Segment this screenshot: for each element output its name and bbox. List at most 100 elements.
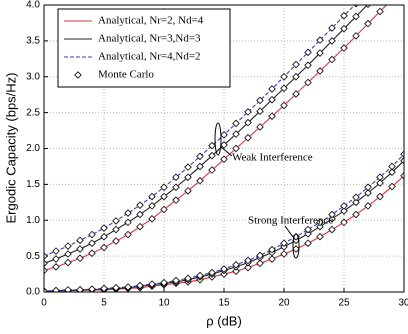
y-tick-label: 0.0 xyxy=(26,287,40,298)
marker xyxy=(352,193,360,202)
marker xyxy=(244,256,252,265)
marker xyxy=(352,12,360,21)
marker xyxy=(52,286,60,292)
y-tick-label: 4.0 xyxy=(26,0,40,11)
marker xyxy=(292,60,300,69)
annotation: Strong Interference xyxy=(248,215,333,227)
legend-label: Monte Carlo xyxy=(98,69,154,81)
x-tick-label: 30 xyxy=(398,298,408,309)
marker xyxy=(304,78,312,87)
marker xyxy=(328,37,336,45)
legend xyxy=(57,8,231,88)
plot-area xyxy=(44,5,404,292)
marker xyxy=(400,150,404,159)
marker xyxy=(316,67,324,75)
legend-items: Analytical, Nr=2, Nd=4 Analytical, Nr=3,N… xyxy=(64,15,204,81)
marker xyxy=(388,182,396,191)
marker xyxy=(100,224,108,232)
marker xyxy=(352,198,360,207)
legend-label: Analytical, Nr=4,Nd=2 xyxy=(98,51,201,63)
marker xyxy=(208,141,216,150)
y-tick-label: 0.5 xyxy=(26,251,40,262)
marker xyxy=(256,107,264,115)
marker xyxy=(148,192,156,201)
marker xyxy=(400,171,404,180)
marker xyxy=(232,267,240,275)
marker xyxy=(364,202,372,210)
marker xyxy=(280,239,288,247)
marker xyxy=(44,266,48,275)
annotation-pointer xyxy=(284,225,294,238)
marker xyxy=(88,249,96,258)
marker xyxy=(328,225,336,234)
y-tick-label: 1.5 xyxy=(26,179,40,190)
x-axis-label: ρ (dB) xyxy=(206,313,242,328)
marker xyxy=(232,119,240,128)
y-tick-label: 2.0 xyxy=(26,143,40,154)
marker xyxy=(52,263,60,271)
x-tick-label: 15 xyxy=(218,298,230,309)
marker xyxy=(268,245,276,254)
marker xyxy=(316,49,324,57)
marker xyxy=(376,179,384,187)
marker xyxy=(292,90,300,98)
marker xyxy=(256,251,264,260)
marker xyxy=(352,32,360,40)
marker xyxy=(280,72,288,81)
marker xyxy=(256,259,264,268)
legend-marker xyxy=(74,71,82,79)
marker xyxy=(220,141,228,149)
marker xyxy=(340,218,348,227)
y-tick-label: 3.5 xyxy=(26,36,40,47)
marker xyxy=(64,250,72,258)
marker xyxy=(196,177,204,185)
marker xyxy=(304,225,312,234)
marker xyxy=(124,209,132,217)
marker xyxy=(340,202,348,210)
marker xyxy=(304,48,312,57)
marker xyxy=(280,84,288,92)
marker xyxy=(148,280,156,288)
marker xyxy=(88,230,96,239)
marker xyxy=(100,243,108,252)
marker xyxy=(160,205,168,214)
marker xyxy=(304,61,312,70)
marker xyxy=(208,268,216,277)
marker xyxy=(328,55,336,64)
marker xyxy=(136,281,144,290)
marker xyxy=(44,287,48,292)
marker xyxy=(280,250,288,258)
marker xyxy=(124,230,132,239)
marker xyxy=(244,108,252,116)
marker xyxy=(316,218,324,227)
marker xyxy=(196,271,204,280)
y-tick-label: 1.0 xyxy=(26,215,40,226)
legend-label: Analytical, Nr=2, Nd=4 xyxy=(98,15,204,27)
marker xyxy=(100,232,108,241)
marker xyxy=(112,225,120,234)
marker xyxy=(376,192,384,201)
marker xyxy=(88,239,96,247)
x-tick-label: 20 xyxy=(278,298,290,309)
marker xyxy=(172,196,180,204)
marker xyxy=(244,263,252,272)
marker xyxy=(388,168,396,176)
marker xyxy=(364,189,372,197)
marker xyxy=(340,24,348,33)
marker xyxy=(184,187,192,195)
marker xyxy=(124,283,132,291)
marker xyxy=(64,258,72,267)
marker xyxy=(208,151,216,160)
annotation-ellipse xyxy=(214,122,222,156)
plot-frame xyxy=(43,4,405,293)
marker xyxy=(353,5,359,8)
marker xyxy=(184,163,192,171)
marker xyxy=(148,202,156,210)
x-tick-label: 10 xyxy=(158,298,170,309)
marker xyxy=(44,259,48,268)
marker xyxy=(52,247,60,255)
marker xyxy=(340,44,348,52)
x-tick-label: 5 xyxy=(101,298,107,309)
marker xyxy=(232,260,240,269)
